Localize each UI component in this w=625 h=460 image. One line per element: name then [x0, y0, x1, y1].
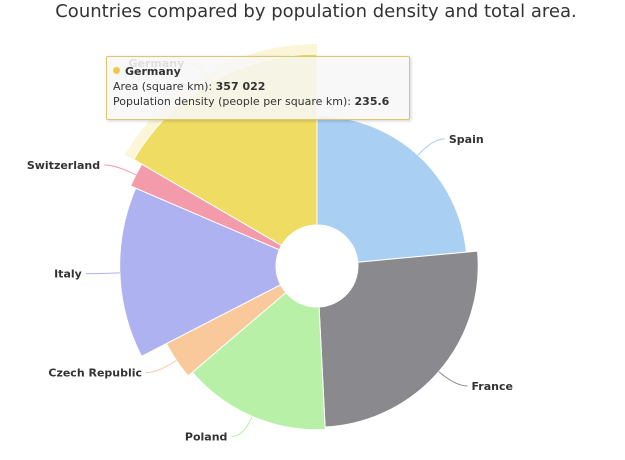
tooltip: Germany Area (square km): 357 022 Popula…: [106, 56, 410, 120]
slice-france[interactable]: [318, 250, 479, 428]
slice-label-spain: Spain: [449, 133, 484, 146]
tooltip-country: Germany: [125, 65, 181, 78]
connector-czech-republic: [146, 359, 177, 374]
tooltip-area-label: Area (square km):: [113, 80, 216, 93]
tooltip-density-label: Population density (people per square km…: [113, 95, 355, 108]
slice-poland[interactable]: [191, 291, 326, 431]
slice-spain[interactable]: [316, 115, 467, 263]
slice-label-poland: Poland: [185, 431, 228, 444]
slice-italy[interactable]: [119, 187, 282, 358]
connector-france: [438, 371, 468, 387]
connector-poland: [231, 416, 253, 438]
connector-spain: [417, 138, 445, 156]
slice-label-italy: Italy: [54, 268, 82, 281]
connector-italy: [85, 272, 120, 275]
slices-group: [119, 44, 479, 431]
slice-label-switzerland: Switzerland: [27, 159, 100, 172]
tooltip-density-value: 235.6: [354, 95, 390, 108]
tooltip-area-value: 357 022: [215, 80, 266, 93]
slice-label-czech-republic: Czech Republic: [48, 367, 142, 380]
chart-title: Countries compared by population density…: [55, 1, 577, 22]
connector-switzerland: [104, 164, 137, 176]
slice-label-france: France: [471, 380, 512, 393]
tooltip-series-dot: [113, 67, 120, 74]
